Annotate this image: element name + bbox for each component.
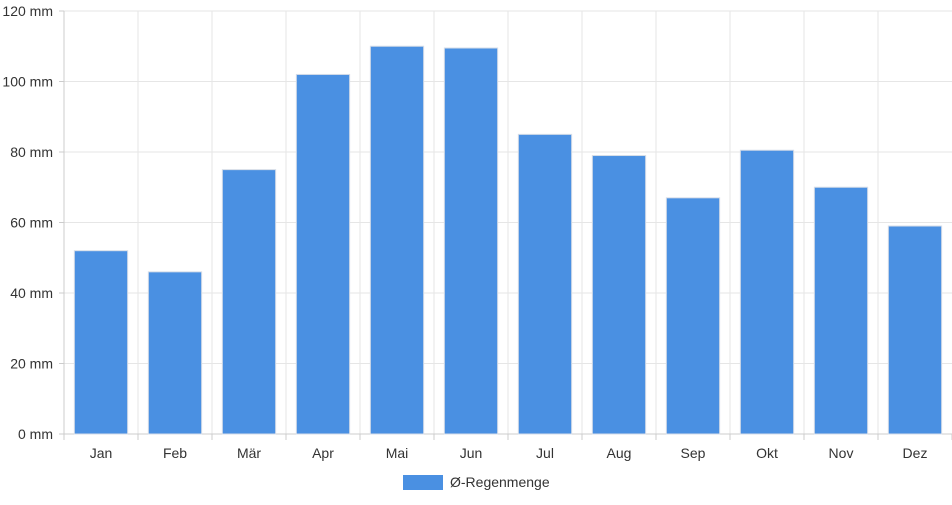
y-tick-labels: 0 mm 20 mm 40 mm 60 mm 80 mm 100 mm 120 mm xyxy=(2,3,53,442)
x-tick-label: Okt xyxy=(756,445,778,461)
x-tick-labels: Jan Feb Mär Apr Mai Jun Jul Aug Sep Okt Nov Dez xyxy=(90,445,928,461)
y-tick-label: 120 mm xyxy=(2,3,53,19)
bar[interactable] xyxy=(665,197,721,435)
legend: Ø-Regenmenge xyxy=(403,474,550,490)
bar[interactable] xyxy=(739,149,795,435)
x-tick-label: Jul xyxy=(536,445,554,461)
bar[interactable] xyxy=(443,47,499,435)
x-tick-label: Mär xyxy=(237,445,261,461)
y-tick-label: 40 mm xyxy=(10,285,53,301)
bars xyxy=(73,45,943,435)
bar[interactable] xyxy=(369,45,425,435)
bar[interactable] xyxy=(517,133,573,435)
legend-swatch xyxy=(403,475,443,490)
bar[interactable] xyxy=(147,271,203,435)
bar[interactable] xyxy=(813,186,869,435)
legend-label: Ø-Regenmenge xyxy=(450,474,550,490)
x-tick-label: Apr xyxy=(312,445,334,461)
x-tick-label: Dez xyxy=(903,445,928,461)
x-tick-label: Sep xyxy=(681,445,706,461)
y-tick-label: 80 mm xyxy=(10,144,53,160)
bar[interactable] xyxy=(591,155,647,435)
bar[interactable] xyxy=(295,73,351,435)
y-tick-label: 20 mm xyxy=(10,356,53,372)
x-tick-label: Aug xyxy=(607,445,632,461)
y-tick-label: 60 mm xyxy=(10,215,53,231)
y-tick-label: 100 mm xyxy=(2,74,53,90)
x-tick-label: Nov xyxy=(829,445,854,461)
grid-lines xyxy=(64,10,952,434)
x-tick-label: Jun xyxy=(460,445,483,461)
bar[interactable] xyxy=(887,225,943,435)
x-tick-label: Mai xyxy=(386,445,409,461)
y-tick-label: 0 mm xyxy=(18,426,53,442)
bar[interactable] xyxy=(73,250,129,435)
x-tick-label: Jan xyxy=(90,445,113,461)
bar[interactable] xyxy=(221,169,277,435)
axes xyxy=(59,10,952,440)
x-tick-label: Feb xyxy=(163,445,187,461)
